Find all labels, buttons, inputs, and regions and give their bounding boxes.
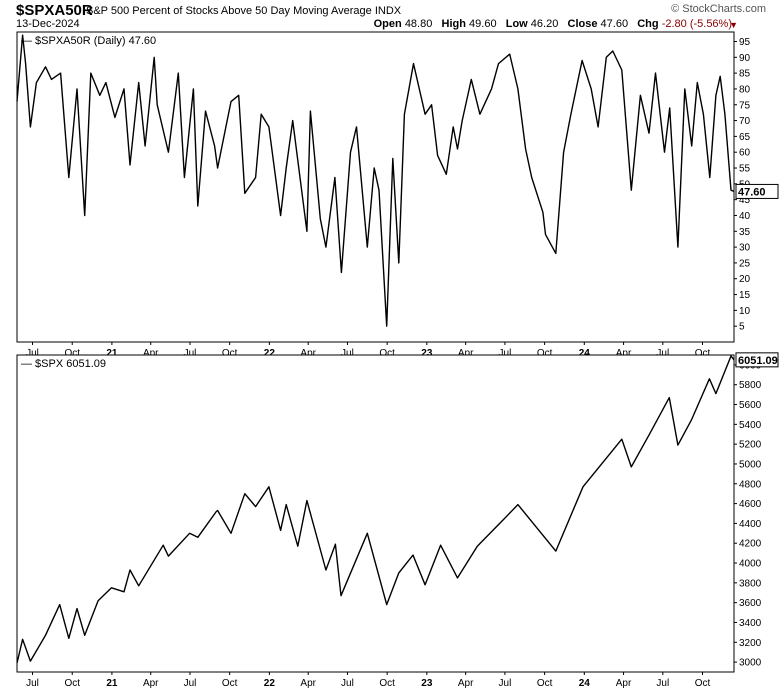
y-tick-label-top: 10: [739, 306, 751, 317]
series-line-bottom: [16, 355, 735, 664]
x-tick-label-top: Jul: [499, 348, 512, 359]
x-tick-label-top: Jul: [26, 348, 39, 359]
y-tick-label-top: 35: [739, 227, 751, 238]
x-tick-label-bottom: Jul: [184, 678, 197, 689]
x-tick-label-top: Oct: [222, 348, 238, 359]
y-tick-label-bottom: 5000: [739, 459, 762, 470]
x-tick-label-top: Oct: [379, 348, 395, 359]
x-tick-label-top: 23: [421, 348, 433, 359]
x-tick-label-bottom: 24: [579, 678, 591, 689]
y-tick-label-bottom: 5400: [739, 420, 762, 431]
x-tick-label-top: Oct: [537, 348, 553, 359]
last-value-label-top: 47.60: [738, 186, 766, 198]
y-tick-label-top: 75: [739, 100, 751, 111]
x-tick-label-top: Jul: [184, 348, 197, 359]
y-tick-label-bottom: 5800: [739, 380, 762, 391]
series-line-top: [16, 34, 735, 327]
y-tick-label-bottom: 4400: [739, 519, 762, 530]
high-value: 49.60: [469, 18, 497, 30]
y-tick-label-bottom: 4000: [739, 559, 762, 570]
x-tick-label-bottom: Oct: [537, 678, 553, 689]
y-tick-label-bottom: 4200: [739, 539, 762, 550]
y-tick-label-bottom: 4600: [739, 499, 762, 510]
x-tick-label-bottom: Apr: [616, 678, 632, 689]
x-tick-label-top: Apr: [458, 348, 474, 359]
y-tick-label-top: 25: [739, 258, 751, 269]
y-tick-label-top: 45: [739, 195, 751, 206]
symbol-name: S&P 500 Percent of Stocks Above 50 Day M…: [86, 5, 372, 17]
y-tick-label-bottom: 5600: [739, 400, 762, 411]
panel-frame-top: [16, 31, 735, 343]
y-tick-label-bottom: 4800: [739, 479, 762, 490]
x-tick-label-bottom: 23: [421, 678, 433, 689]
brand-watermark[interactable]: © StockCharts.com: [671, 3, 766, 15]
exchange-label: INDX: [374, 5, 402, 17]
symbol-description: S&P 500 Percent of Stocks Above 50 Day M…: [86, 5, 401, 17]
y-tick-label-bottom: 3200: [739, 638, 762, 649]
y-tick-label-top: 70: [739, 116, 751, 127]
y-tick-label-top: 55: [739, 164, 751, 175]
chg-label: Chg: [637, 18, 659, 30]
x-tick-label-top: Oct: [695, 348, 711, 359]
close-label: Close: [567, 18, 598, 30]
low-value: 46.20: [530, 18, 559, 30]
open-label: Open: [373, 18, 402, 30]
y-tick-label-top: 60: [739, 148, 751, 159]
x-tick-label-top: 22: [264, 348, 276, 359]
y-tick-label-top: 30: [739, 243, 751, 254]
x-tick-label-bottom: Oct: [222, 678, 238, 689]
x-tick-label-bottom: Oct: [379, 678, 395, 689]
y-tick-label-bottom: 3800: [739, 578, 762, 589]
y-tick-label-top: 80: [739, 84, 751, 95]
chart-header: $SPXA50R S&P 500 Percent of Stocks Above…: [0, 0, 780, 32]
x-tick-label-top: 21: [106, 348, 118, 359]
x-tick-label-bottom: Jul: [341, 678, 354, 689]
y-tick-label-top: 20: [739, 274, 751, 285]
x-tick-label-top: Jul: [341, 348, 354, 359]
y-tick-label-top: 5: [739, 322, 745, 333]
x-tick-label-bottom: Jul: [499, 678, 512, 689]
y-tick-label-top: 15: [739, 290, 751, 301]
x-tick-label-bottom: Apr: [300, 678, 316, 689]
last-value-label-bottom: 6051.09: [738, 355, 778, 367]
x-tick-label-top: 24: [579, 348, 591, 359]
open-value: 48.80: [404, 18, 433, 30]
chg-value: -2.80 (-5.56%): [661, 18, 732, 30]
x-tick-label-bottom: Jul: [656, 678, 669, 689]
y-tick-label-bottom: 3600: [739, 598, 762, 609]
close-value: 47.60: [600, 18, 629, 30]
last-value-box-bottom: [735, 352, 779, 368]
ohlc-summary: Open 48.80 High 49.60 Low 46.20 Close 47…: [374, 18, 732, 30]
y-tick-label-top: 65: [739, 132, 751, 143]
symbol-title: $SPXA50R: [16, 2, 93, 19]
y-tick-label-bottom: 5200: [739, 440, 762, 451]
y-tick-label-bottom: 3400: [739, 618, 762, 629]
down-arrow-icon: ▼: [729, 20, 738, 30]
last-value-box-top: [735, 183, 779, 199]
x-tick-label-bottom: Apr: [458, 678, 474, 689]
x-tick-label-bottom: 22: [264, 678, 276, 689]
x-tick-label-top: Oct: [64, 348, 80, 359]
x-tick-label-top: Jul: [656, 348, 669, 359]
chart-date: 13-Dec-2024: [16, 18, 80, 30]
x-tick-label-bottom: Apr: [143, 678, 159, 689]
low-label: Low: [505, 18, 528, 30]
y-tick-label-bottom: 3000: [739, 658, 762, 669]
legend-bottom: — $SPX 6051.09: [21, 358, 106, 370]
x-tick-label-bottom: Jul: [26, 678, 39, 689]
legend-top: — $SPXA50R (Daily) 47.60: [21, 35, 156, 47]
high-label: High: [441, 18, 466, 30]
y-tick-label-top: 85: [739, 69, 751, 80]
y-tick-label-top: 95: [739, 37, 751, 48]
x-tick-label-bottom: Oct: [64, 678, 80, 689]
x-tick-label-bottom: Oct: [695, 678, 711, 689]
y-tick-label-top: 90: [739, 53, 751, 64]
panel-frame-bottom: [16, 354, 735, 673]
x-tick-label-top: Apr: [616, 348, 632, 359]
x-tick-label-bottom: 21: [106, 678, 118, 689]
x-tick-label-top: Apr: [143, 348, 159, 359]
y-tick-label-top: 40: [739, 211, 751, 222]
x-tick-label-top: Apr: [300, 348, 316, 359]
